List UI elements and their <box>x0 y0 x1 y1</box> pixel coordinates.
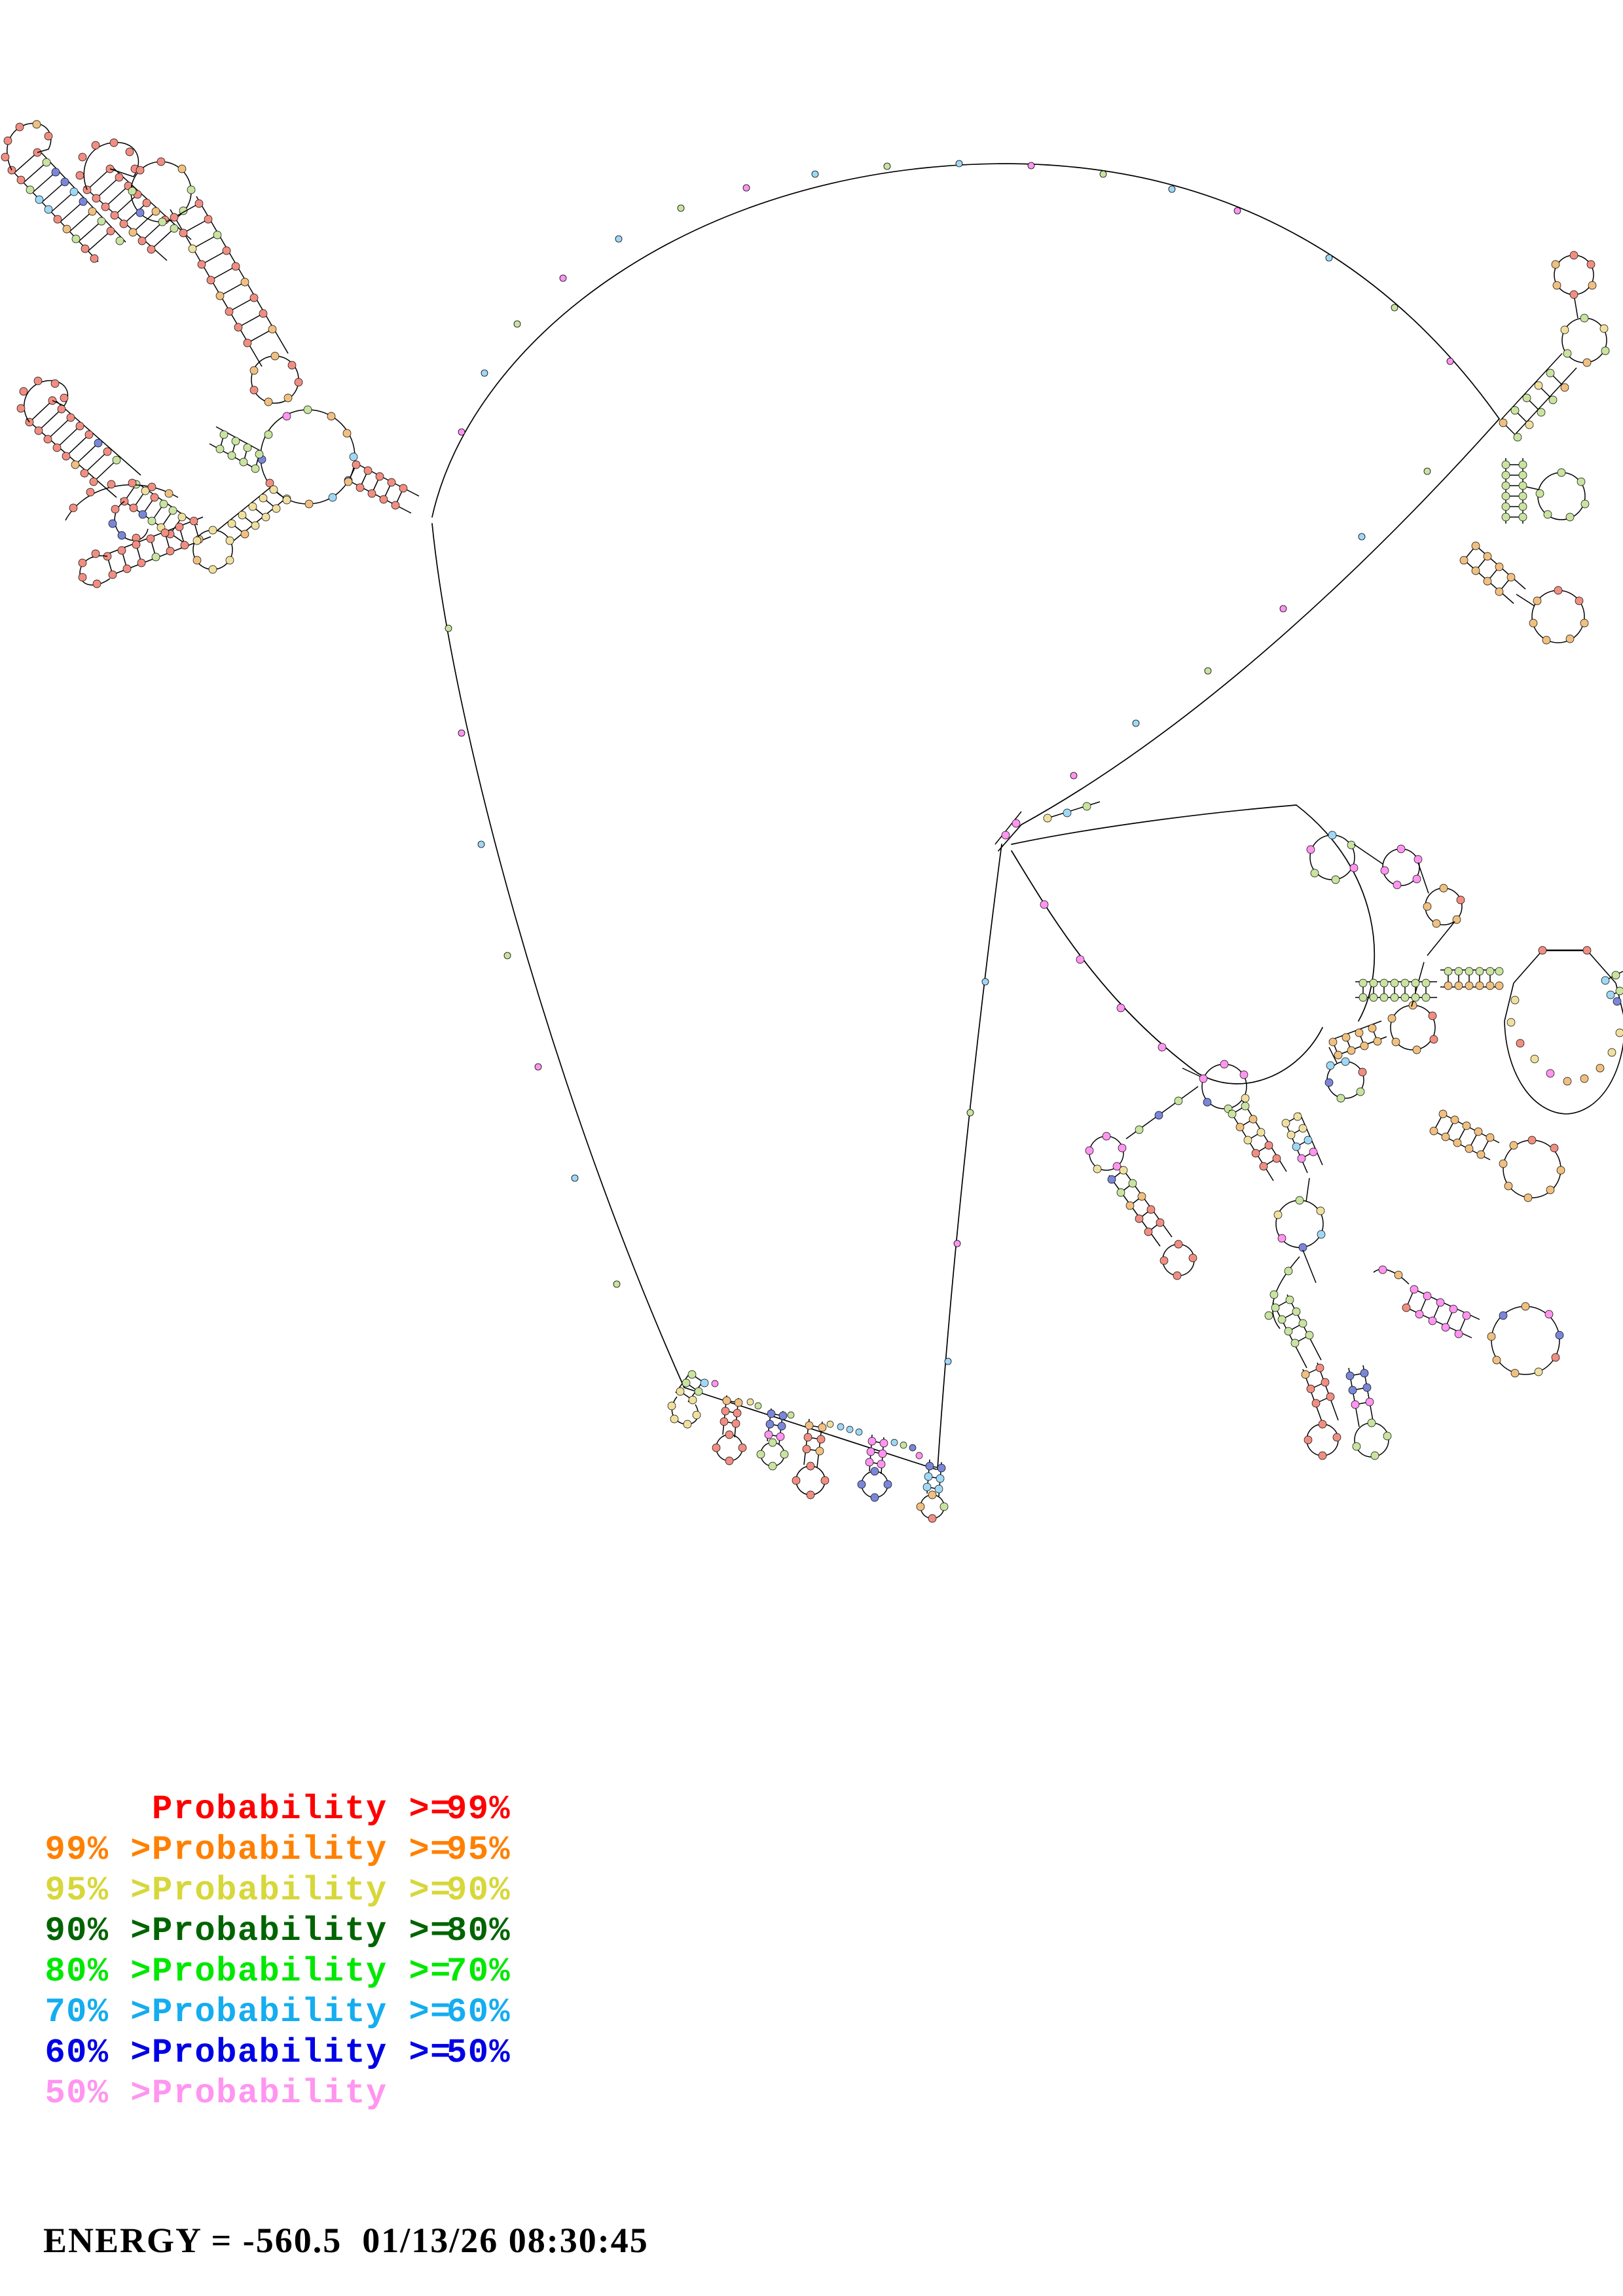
legend-threshold: 50% <box>447 2034 511 2072</box>
legend-condition: Probability >= <box>152 1831 452 1869</box>
legend-condition: Probability >= <box>152 1871 452 1910</box>
energy-timestamp-line: ENERGY = -560.5 01/13/26 08:30:45 <box>43 2221 649 2260</box>
legend-condition: Probability >= <box>152 1790 452 1829</box>
legend-threshold: 99% <box>447 1790 511 1829</box>
legend-row-95: 99% > Probability >= 95% <box>0 1831 812 1871</box>
backbone-strands <box>431 163 1500 1470</box>
legend-row-50: 60% > Probability >= 50% <box>0 2034 812 2074</box>
legend-condition: Probability <box>152 2074 388 2113</box>
legend-threshold: 95% <box>447 1831 511 1869</box>
legend-condition: Probability >= <box>152 1993 452 2032</box>
legend-row-below50: 50% > Probability <box>0 2074 812 2115</box>
legend-row-80: 90% > Probability >= 80% <box>0 1912 812 1952</box>
legend-condition: Probability >= <box>152 1912 452 1950</box>
legend-threshold: 60% <box>447 1993 511 2032</box>
legend-prefix: 70% > <box>45 1993 152 2032</box>
legend-prefix: 60% > <box>45 2034 152 2072</box>
probability-legend: Probability >= 99% 99% > Probability >= 95% 9… <box>0 1790 812 2115</box>
legend-row-60: 70% > Probability >= 60% <box>0 1993 812 2034</box>
legend-condition: Probability >= <box>152 2034 452 2072</box>
lower-right-cluster <box>994 801 1465 1460</box>
legend-threshold: 90% <box>447 1871 511 1910</box>
legend-row-70: 80% > Probability >= 70% <box>0 1952 812 1993</box>
bottom-chain-hairpins <box>667 1370 949 1523</box>
upper-left-cluster <box>1 120 420 588</box>
legend-prefix: 50% > <box>45 2074 152 2113</box>
legend-threshold: 80% <box>447 1912 511 1950</box>
legend-row-90: 95% > Probability >= 90% <box>0 1871 812 1912</box>
right-edge-cluster <box>1459 251 1610 645</box>
rna-structure-plot <box>1 120 1623 1523</box>
legend-prefix: 90% > <box>45 1912 152 1950</box>
legend-prefix: 99% > <box>45 1831 152 1869</box>
right-large-hairpin-loop <box>1373 946 1623 1378</box>
legend-prefix: 95% > <box>45 1871 152 1910</box>
legend-condition: Probability >= <box>152 1952 452 1991</box>
legend-threshold: 70% <box>447 1952 511 1991</box>
legend-prefix: 80% > <box>45 1952 152 1991</box>
unpaired-backbone-nucleotides <box>445 160 1454 1365</box>
legend-row-99: Probability >= 99% <box>0 1790 812 1831</box>
rna-structure-svg <box>1 120 1623 1523</box>
